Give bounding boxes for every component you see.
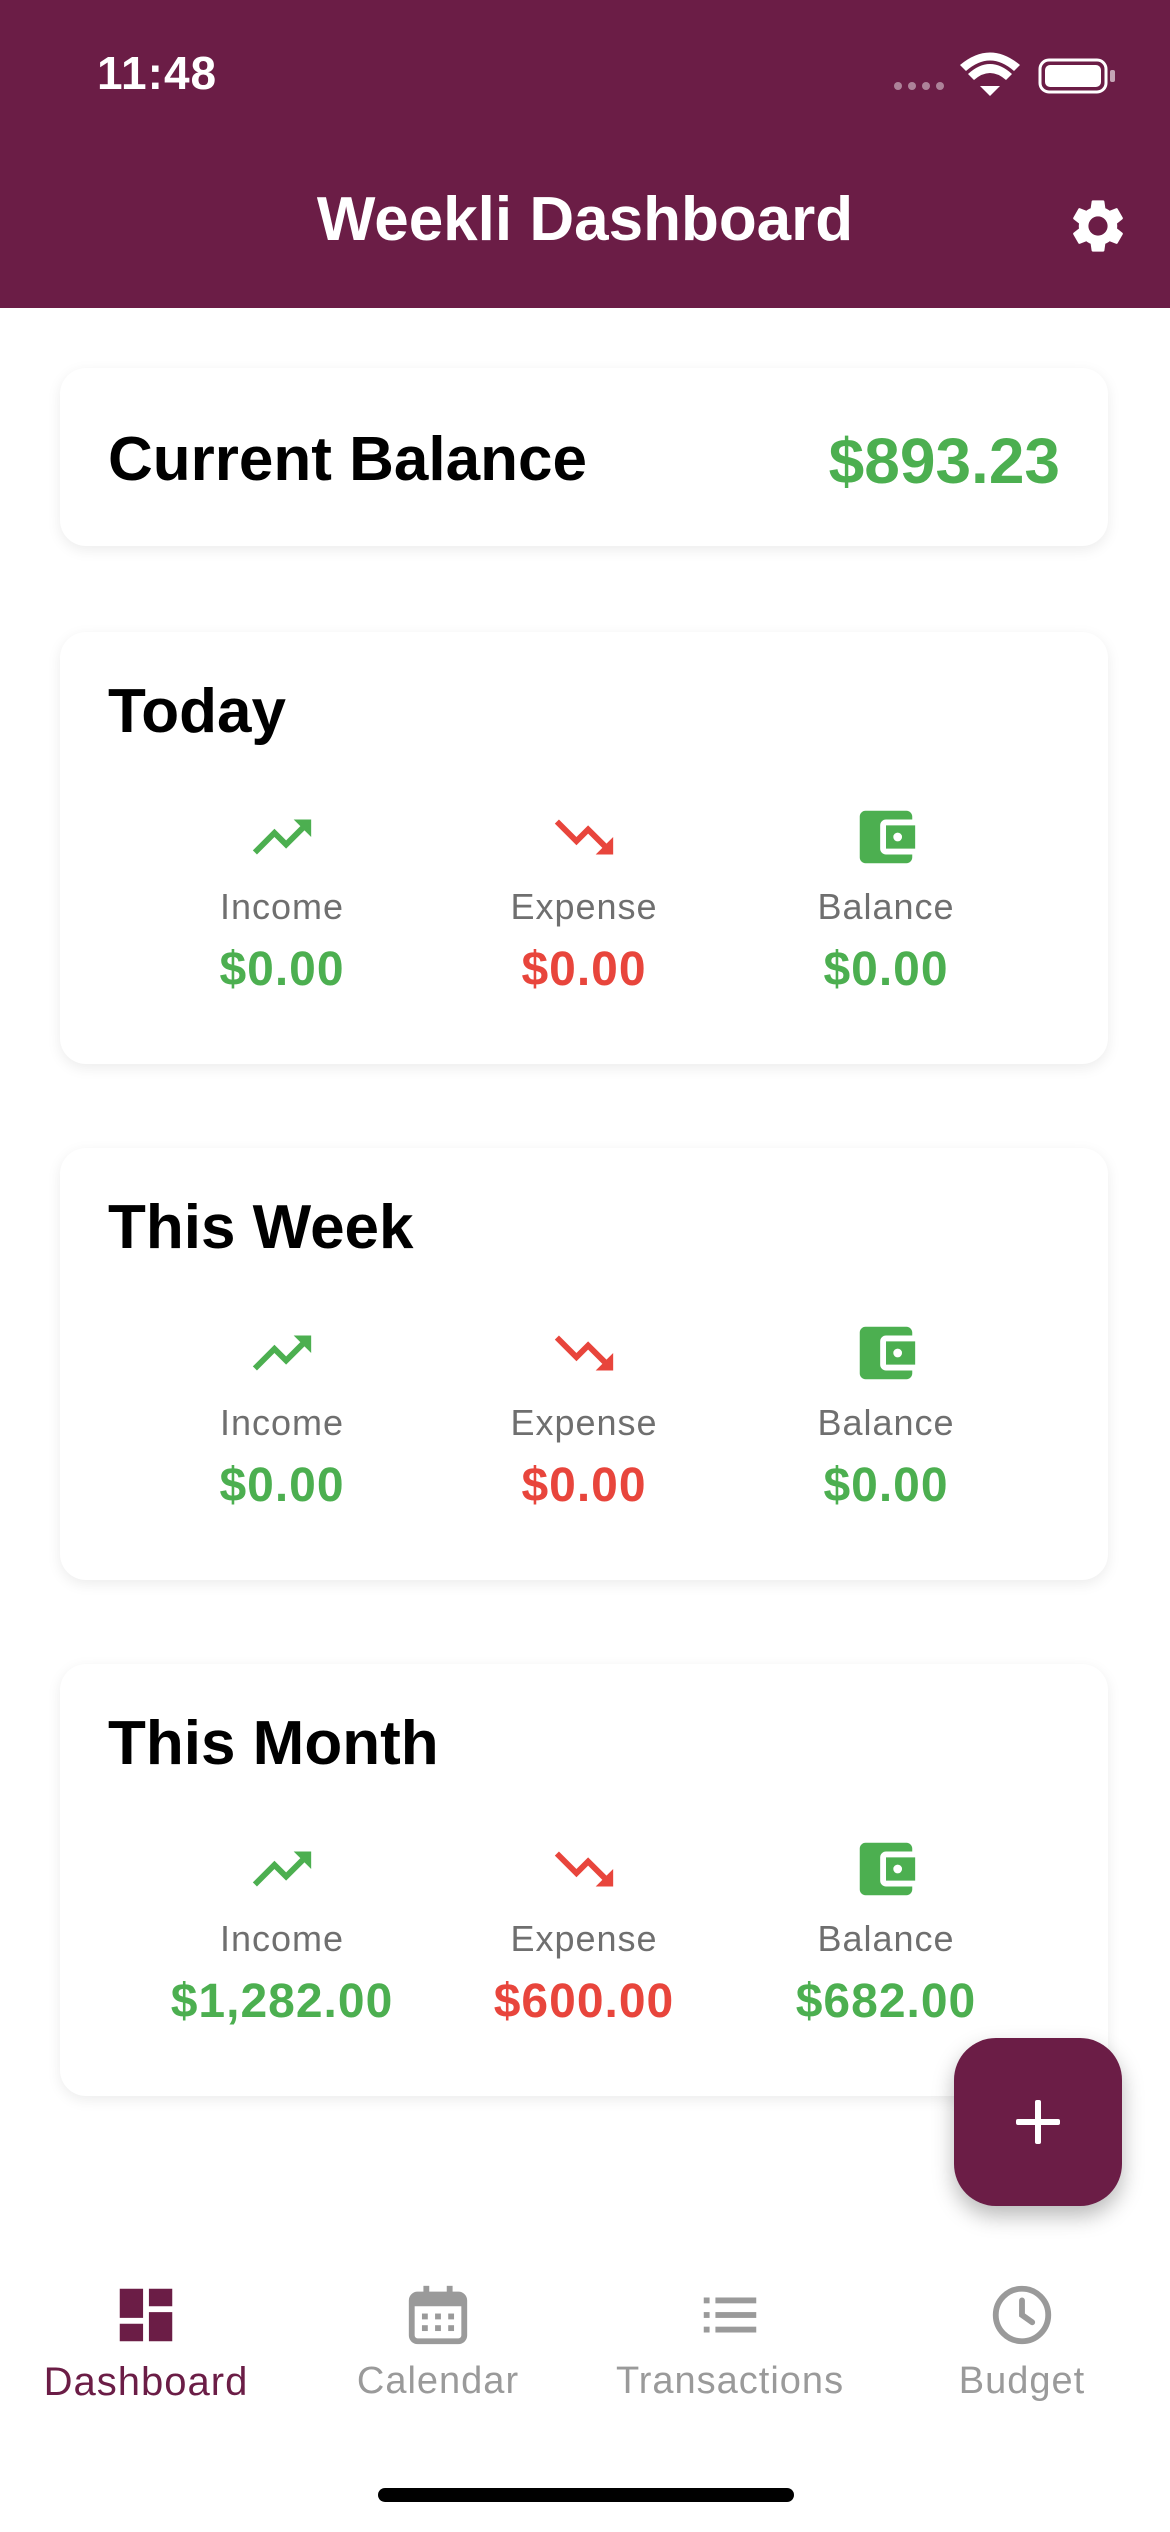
current-balance-card: Current Balance $893.23 — [60, 368, 1108, 546]
balance-label: Balance — [817, 886, 955, 927]
expense-label: Expense — [510, 886, 658, 927]
wallet-icon — [859, 1326, 916, 1380]
income-stat: Income $0.00 — [122, 1318, 442, 1513]
trending-up-icon — [252, 1851, 312, 1887]
trending-up-icon — [252, 1335, 312, 1371]
nav-label: Transactions — [615, 2360, 845, 2402]
expense-stat: Expense $600.00 — [424, 1834, 744, 2029]
balance-value: $0.00 — [823, 1459, 949, 1512]
income-value: $1,282.00 — [170, 1975, 394, 2028]
expense-value: $0.00 — [521, 943, 647, 996]
signal-icon — [894, 82, 944, 90]
status-time: 11:48 — [97, 47, 218, 99]
clock-icon — [992, 2285, 1052, 2345]
trending-down-icon — [554, 1851, 614, 1887]
this-week-card: This Week Income $0.00 Expense $0.00 Bal… — [60, 1148, 1108, 1580]
balance-stat: Balance $0.00 — [726, 802, 1046, 997]
balance-label: Balance — [817, 1402, 955, 1443]
period-title: Today — [108, 677, 286, 746]
nav-label: Dashboard — [43, 2360, 249, 2404]
today-card: Today Income $0.00 Expense $0.00 Balance… — [60, 632, 1108, 1064]
this-month-card: This Month Income $1,282.00 Expense $600… — [60, 1664, 1108, 2096]
expense-value: $600.00 — [493, 1975, 675, 2028]
period-title: This Month — [108, 1709, 439, 1778]
status-icons — [894, 52, 1115, 96]
period-title: This Week — [108, 1193, 414, 1262]
expense-label: Expense — [510, 1402, 658, 1443]
wallet-icon — [859, 1842, 916, 1896]
balance-value: $0.00 — [823, 943, 949, 996]
add-transaction-button[interactable] — [954, 2038, 1122, 2206]
trending-down-icon — [554, 819, 614, 855]
nav-label: Calendar — [356, 2360, 520, 2402]
wallet-icon — [859, 810, 916, 864]
gear-icon[interactable] — [1066, 194, 1130, 258]
income-label: Income — [219, 1402, 345, 1443]
income-label: Income — [219, 886, 345, 927]
calendar-icon — [408, 2285, 468, 2345]
balance-stat: Balance $0.00 — [726, 1318, 1046, 1513]
trending-down-icon — [554, 1335, 614, 1371]
nav-item-calendar[interactable]: Calendar — [292, 2280, 584, 2403]
nav-label: Budget — [958, 2360, 1086, 2402]
expense-label: Expense — [510, 1918, 658, 1959]
income-value: $0.00 — [219, 1459, 345, 1512]
income-label: Income — [219, 1918, 345, 1959]
battery-icon — [1038, 58, 1115, 94]
trending-up-icon — [252, 819, 312, 855]
income-stat: Income $0.00 — [122, 802, 442, 997]
nav-item-transactions[interactable]: Transactions — [584, 2280, 876, 2403]
bottom-nav: Dashboard Calendar — [0, 2250, 1170, 2532]
nav-item-budget[interactable]: Budget — [876, 2280, 1168, 2403]
dashboard-icon — [119, 2288, 173, 2342]
home-indicator — [378, 2488, 794, 2502]
plus-icon — [1016, 2100, 1060, 2144]
expense-stat: Expense $0.00 — [424, 1318, 744, 1513]
income-value: $0.00 — [219, 943, 345, 996]
balance-value: $682.00 — [795, 1975, 977, 2028]
page-title: Weekli Dashboard — [316, 185, 854, 254]
list-icon — [703, 2297, 757, 2333]
nav-item-dashboard[interactable]: Dashboard — [0, 2280, 292, 2405]
wifi-icon — [960, 52, 1020, 96]
expense-stat: Expense $0.00 — [424, 802, 744, 997]
expense-value: $0.00 — [521, 1459, 647, 1512]
app-header: 11:48 Weekli Dashboard — [0, 0, 1170, 308]
current-balance-label: Current Balance — [108, 425, 587, 494]
balance-stat: Balance $682.00 — [726, 1834, 1046, 2029]
current-balance-value: $893.23 — [828, 425, 1060, 497]
income-stat: Income $1,282.00 — [122, 1834, 442, 2029]
balance-label: Balance — [817, 1918, 955, 1959]
